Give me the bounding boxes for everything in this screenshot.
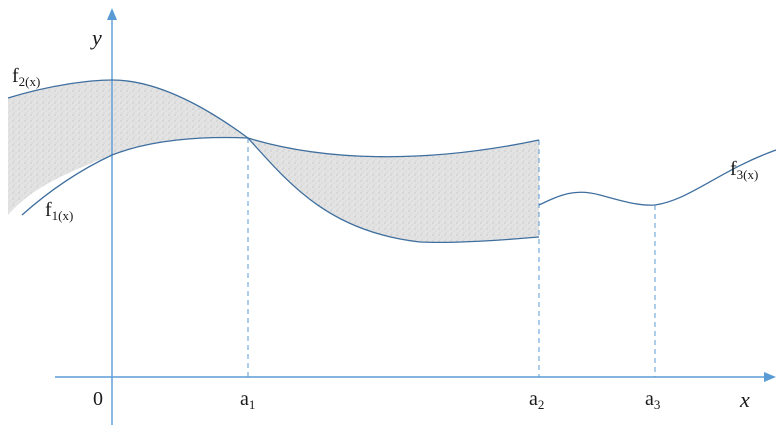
curve-f3 [538, 149, 776, 206]
origin-label: 0 [93, 388, 103, 410]
tick-label-a3: a3 [645, 388, 660, 412]
label-f2: f2(x) [12, 65, 40, 89]
tick-label-a2: a2 [529, 388, 544, 412]
shaded-region-left [8, 80, 248, 215]
shaded-region-right [248, 138, 539, 243]
y-axis-arrow-icon [107, 8, 117, 20]
curve-f1 [21, 136, 540, 216]
x-axis-label: x [739, 387, 750, 412]
label-f3: f3(x) [730, 158, 758, 182]
x-axis-arrow-icon [764, 372, 776, 382]
label-f1: f1(x) [45, 199, 73, 223]
tick-label-a1: a1 [240, 388, 255, 412]
y-axis-label: y [90, 25, 102, 50]
